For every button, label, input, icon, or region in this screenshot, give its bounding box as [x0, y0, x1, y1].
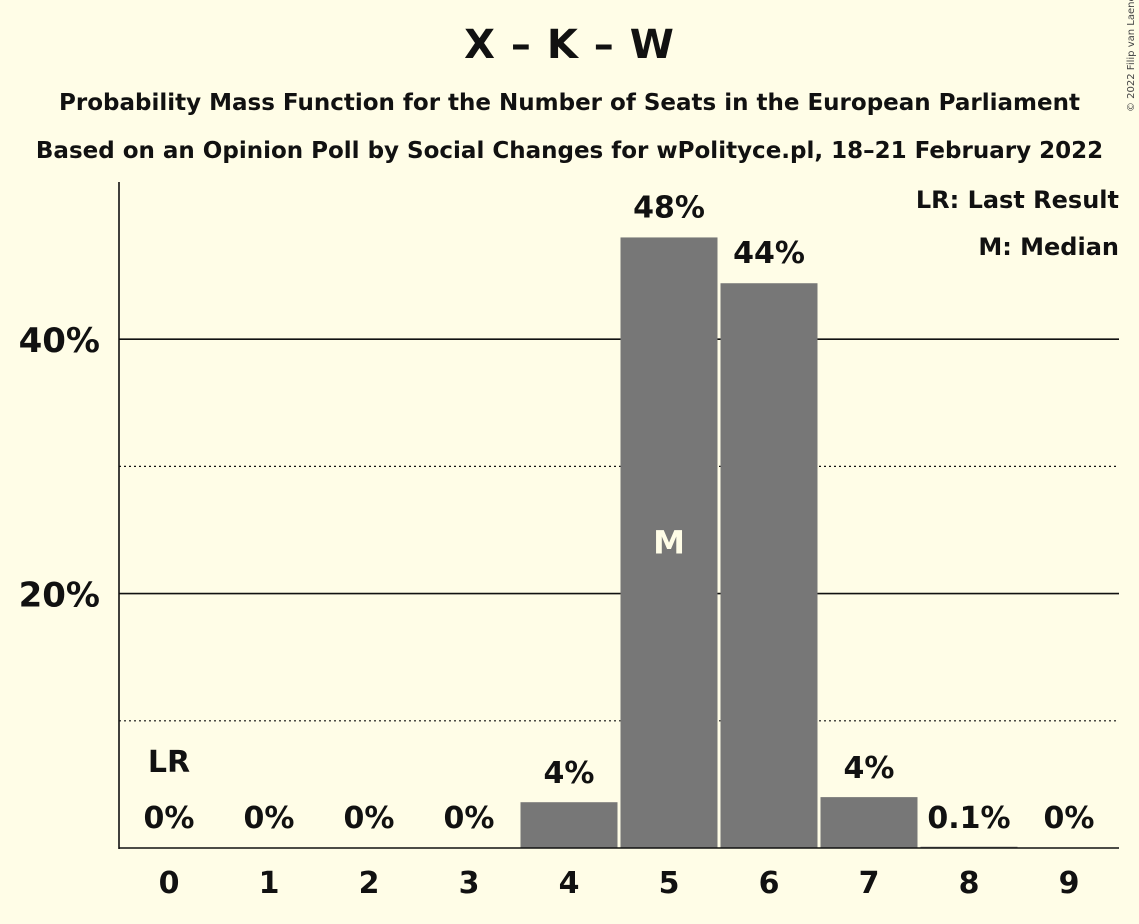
bar: [820, 797, 918, 848]
bar: [720, 283, 818, 848]
x-tick-label: 7: [859, 866, 880, 901]
legend-last-result: LR: Last Result: [915, 186, 1119, 214]
bar: [620, 237, 718, 848]
data-label: 0%: [1044, 801, 1095, 836]
data-label: 0%: [344, 801, 395, 836]
data-label: 4%: [544, 756, 595, 791]
chart-title: X – K – W: [464, 22, 675, 68]
y-tick-label: 40%: [19, 321, 100, 361]
x-tick-label: 2: [359, 866, 380, 901]
data-label: 4%: [844, 751, 895, 786]
data-label: 0.1%: [927, 801, 1010, 836]
last-result-marker: LR: [148, 745, 190, 780]
median-marker: M: [653, 524, 685, 562]
x-tick-label: 9: [1059, 866, 1080, 901]
x-tick-label: 0: [159, 866, 180, 901]
data-label: 0%: [144, 801, 195, 836]
x-tick-label: 6: [759, 866, 780, 901]
x-tick-label: 5: [659, 866, 680, 901]
bar: [520, 802, 618, 848]
chart-source: Based on an Opinion Poll by Social Chang…: [35, 138, 1104, 164]
x-tick-label: 3: [459, 866, 480, 901]
y-tick-label: 20%: [19, 576, 100, 616]
data-label: 0%: [444, 801, 495, 836]
data-label: 44%: [733, 236, 805, 271]
data-label: 0%: [244, 801, 295, 836]
x-tick-label: 4: [559, 866, 580, 901]
x-tick-label: 1: [259, 866, 280, 901]
chart-subtitle: Probability Mass Function for the Number…: [59, 90, 1080, 116]
data-label: 48%: [633, 190, 705, 225]
legend-median: M: Median: [978, 233, 1119, 261]
x-tick-label: 8: [959, 866, 980, 901]
